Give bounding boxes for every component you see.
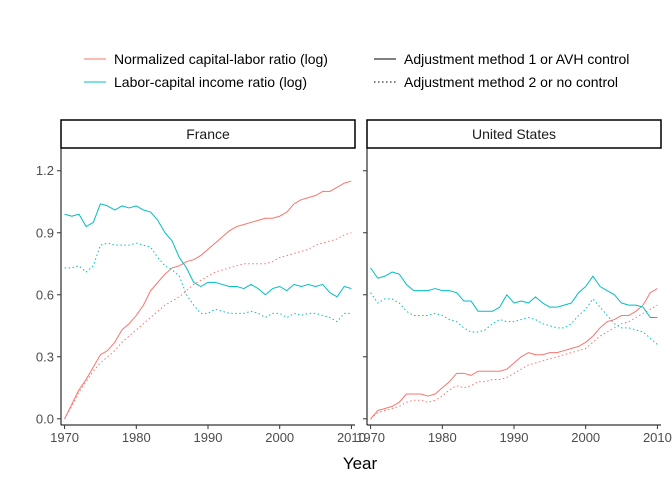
panels: France 1970 1980 1990 2000 2010 0.0 0.3 0.6 0.9 1.… [36,119,672,445]
x-tick-label: 1990 [500,430,529,445]
y-tick-label: 0.3 [36,349,54,364]
y-tick-label: 1.2 [36,163,54,178]
y-tick-label: 0.6 [36,287,54,302]
panel-france: France 1970 1980 1990 2000 2010 0.0 0.3 0.6 0.9 1.… [36,119,366,445]
legend: Normalized capital-labor ratio (log) Lab… [84,51,629,90]
strip-united-states [366,119,662,149]
x-tick-label: 1980 [428,430,457,445]
series-line-labor-capital-income-ratio-log-method-2 [370,292,658,345]
x-tick-label: 2010 [643,430,672,445]
x-tick-label: 1990 [194,430,223,445]
x-tick-label: 2010 [337,430,366,445]
series-line-normalized-capital-labor-ratio-log-method-2 [370,304,658,420]
y-tick-label: 0.0 [36,411,54,426]
x-tick-label: 1970 [356,430,385,445]
strip-france [60,119,356,149]
x-tick-label: 1980 [122,430,151,445]
x-axis-title: Year [343,454,378,473]
panel-united-states: United States 1970 1980 1990 2000 2010 [356,119,672,445]
series-line-normalized-capital-labor-ratio-log-method-1 [370,288,658,420]
series-line-labor-capital-income-ratio-log-method-1 [64,203,352,298]
legend-label-labor-capital: Labor-capital income ratio (log) [114,74,307,90]
strip-label: France [186,126,230,142]
strip-label: United States [472,126,556,142]
legend-label-method-2: Adjustment method 2 or no control [404,74,618,90]
x-tick-label: 2000 [571,430,600,445]
x-tick-label: 1970 [50,430,79,445]
series-line-labor-capital-income-ratio-log-method-1 [370,267,658,319]
y-tick-label: 0.9 [36,225,54,240]
legend-label-capital-labor: Normalized capital-labor ratio (log) [114,51,328,67]
series-line-normalized-capital-labor-ratio-log-method-1 [64,180,352,420]
legend-label-method-1: Adjustment method 1 or AVH control [404,51,629,67]
series-line-normalized-capital-labor-ratio-log-method-2 [64,232,352,420]
x-tick-label: 2000 [265,430,294,445]
